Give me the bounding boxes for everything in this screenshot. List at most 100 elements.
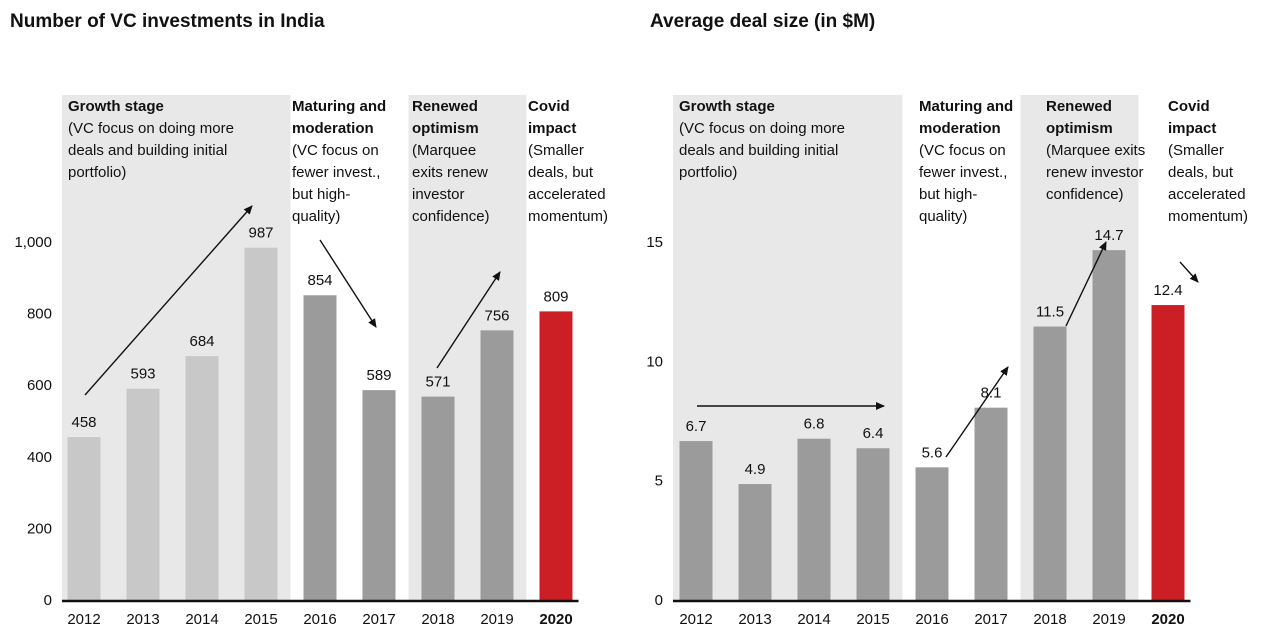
y-tick-label: 0 (44, 592, 52, 609)
bar (738, 484, 772, 601)
value-label: 593 (130, 366, 155, 383)
value-label: 458 (71, 414, 96, 431)
trend-arrow (319, 239, 377, 328)
trend-arrow (84, 205, 253, 396)
value-label: 6.7 (686, 418, 707, 435)
value-label: 4.9 (745, 461, 766, 478)
value-label: 8.1 (981, 385, 1002, 402)
phase-description: fewer invest., (292, 164, 380, 181)
value-label: 854 (307, 272, 332, 289)
bar (974, 407, 1008, 601)
phase-heading: Maturing and (292, 98, 386, 115)
bar (1033, 326, 1067, 601)
phase-description: renew investor (1046, 164, 1144, 181)
phase-description: deals, but (1168, 164, 1234, 181)
x-tick-label: 2016 (915, 611, 948, 628)
phase-description: but high- (292, 186, 350, 203)
y-tick-label: 1,000 (14, 234, 52, 251)
value-label: 589 (366, 367, 391, 384)
x-tick-label: 2012 (679, 611, 712, 628)
phase-heading: Maturing and (919, 98, 1013, 115)
phase-description: accelerated (528, 186, 606, 203)
value-label: 571 (425, 374, 450, 391)
phase-description: (Marquee exits (1046, 142, 1145, 159)
value-label: 756 (484, 307, 509, 324)
phase-heading: moderation (292, 120, 374, 137)
phase-heading: Covid (1168, 98, 1210, 115)
x-tick-label: 2013 (738, 611, 771, 628)
phase-heading: impact (1168, 120, 1216, 137)
phase-description: deals, but (528, 164, 594, 181)
y-tick-label: 800 (27, 306, 52, 323)
phase-description: (Smaller (528, 142, 584, 159)
phase-heading: optimism (1046, 120, 1113, 137)
bar (539, 311, 573, 601)
x-tick-label: 2018 (421, 611, 454, 628)
phase-description: fewer invest., (919, 164, 1007, 181)
bar (362, 390, 396, 601)
y-tick-label: 5 (655, 473, 663, 490)
x-tick-label: 2016 (303, 611, 336, 628)
phase-description: but high- (919, 186, 977, 203)
x-tick-label: 2014 (797, 611, 830, 628)
phase-description: exits renew (412, 164, 488, 181)
x-tick-label: 2015 (856, 611, 889, 628)
x-tick-label: 2015 (244, 611, 277, 628)
bar (1092, 250, 1126, 601)
bar (480, 330, 514, 601)
phase-heading: Renewed (412, 98, 478, 115)
value-label: 809 (543, 288, 568, 305)
phase-description: momentum) (528, 208, 608, 225)
bar (797, 438, 831, 601)
trend-arrow (1065, 241, 1107, 327)
phase-description: momentum) (1168, 208, 1248, 225)
x-tick-label: 2020 (539, 611, 572, 628)
phase-description: quality) (292, 208, 340, 225)
phase-heading: moderation (919, 120, 1001, 137)
x-tick-label: 2017 (974, 611, 1007, 628)
phase-description: investor (412, 186, 465, 203)
phase-description: quality) (919, 208, 967, 225)
bar (185, 356, 219, 601)
phase-heading: optimism (412, 120, 479, 137)
phase-heading: impact (528, 120, 576, 137)
bar (421, 396, 455, 601)
phase-description: (VC focus on (292, 142, 379, 159)
phase-description: (Marquee (412, 142, 476, 159)
bar (1151, 305, 1185, 601)
arrows (84, 205, 1199, 458)
value-label: 5.6 (922, 444, 943, 461)
value-label: 6.8 (804, 416, 825, 433)
bar (303, 295, 337, 601)
value-label: 11.5 (1036, 304, 1064, 321)
x-tick-label: 2019 (1092, 611, 1125, 628)
bar (915, 467, 949, 601)
phase-heading: Growth stage (68, 98, 164, 115)
trend-arrow (945, 366, 1009, 458)
chart-title: Number of VC investments in India (10, 11, 325, 32)
value-label: 987 (248, 225, 273, 242)
trend-arrow (1179, 261, 1199, 283)
value-label: 12.4 (1153, 282, 1182, 299)
phase-description: (VC focus on (919, 142, 1006, 159)
bar (856, 448, 890, 601)
phase-description: portfolio) (68, 164, 126, 181)
x-tick-label: 2017 (362, 611, 395, 628)
x-tick-label: 2013 (126, 611, 159, 628)
phase-description: portfolio) (679, 164, 737, 181)
chart-title: Average deal size (in $M) (650, 11, 875, 32)
foreground: Number of VC investments in India Growth … (10, 11, 1248, 628)
y-tick-label: 400 (27, 449, 52, 466)
x-tick-label: 2012 (67, 611, 100, 628)
phase-description: deals and building initial (679, 142, 838, 159)
phase-heading: Covid (528, 98, 570, 115)
phase-description: (VC focus on doing more (679, 120, 845, 137)
phase-heading: Growth stage (679, 98, 775, 115)
x-tick-label: 2014 (185, 611, 218, 628)
value-label: 6.4 (863, 425, 884, 442)
y-tick-label: 600 (27, 377, 52, 394)
phase-description: confidence) (1046, 186, 1124, 203)
bar (67, 437, 101, 601)
y-tick-label: 200 (27, 520, 52, 537)
